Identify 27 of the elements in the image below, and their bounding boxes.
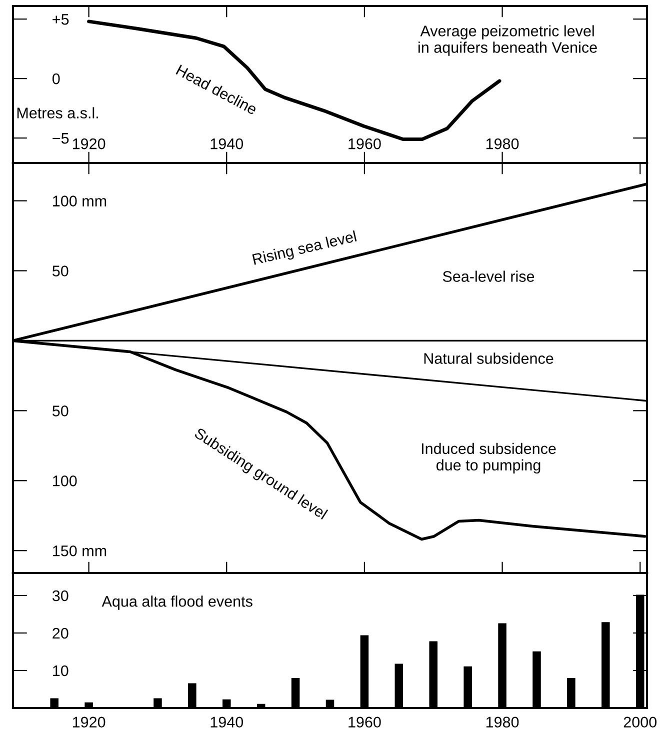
annotation: Aqua alta flood events (102, 596, 252, 610)
y-tick-label: 100 (53, 476, 77, 486)
y-tick-label: 20 (52, 628, 68, 639)
x-tick-label: 1960 (348, 716, 381, 728)
annotation: Average peizometric level in aquifers beneath Venice (418, 25, 597, 56)
annotation: Induced subsidence due to pumping (422, 442, 556, 474)
x-tick-label: 1980 (486, 716, 519, 728)
y-axis-title: Metres a.s.l. (17, 107, 98, 118)
y-tick-label: 50 (52, 406, 68, 416)
y-tick-label: 150 mm (53, 545, 106, 556)
x-tick-label: 2000 (624, 716, 657, 728)
y-tick-label: 50 (52, 266, 68, 276)
annotation: Sea-level rise (442, 270, 534, 282)
x-tick-label: 1920 (72, 138, 106, 150)
x-tick-label: 1960 (348, 138, 381, 150)
y-tick-label: 100 mm (53, 196, 106, 206)
annotation: Natural subsidence (424, 352, 554, 364)
y-tick-label: 30 (52, 590, 68, 602)
y-tick-label: +5 (52, 14, 69, 25)
x-tick-label: 1980 (486, 138, 519, 150)
y-tick-label: 10 (53, 665, 68, 676)
y-tick-label: 0 (52, 73, 60, 84)
x-tick-label: 1920 (72, 716, 106, 728)
x-tick-label: 1940 (210, 138, 244, 150)
annotation: Rising sea level (252, 230, 358, 268)
y-tick-label: −5 (52, 133, 69, 144)
x-tick-label: 1940 (210, 716, 244, 728)
